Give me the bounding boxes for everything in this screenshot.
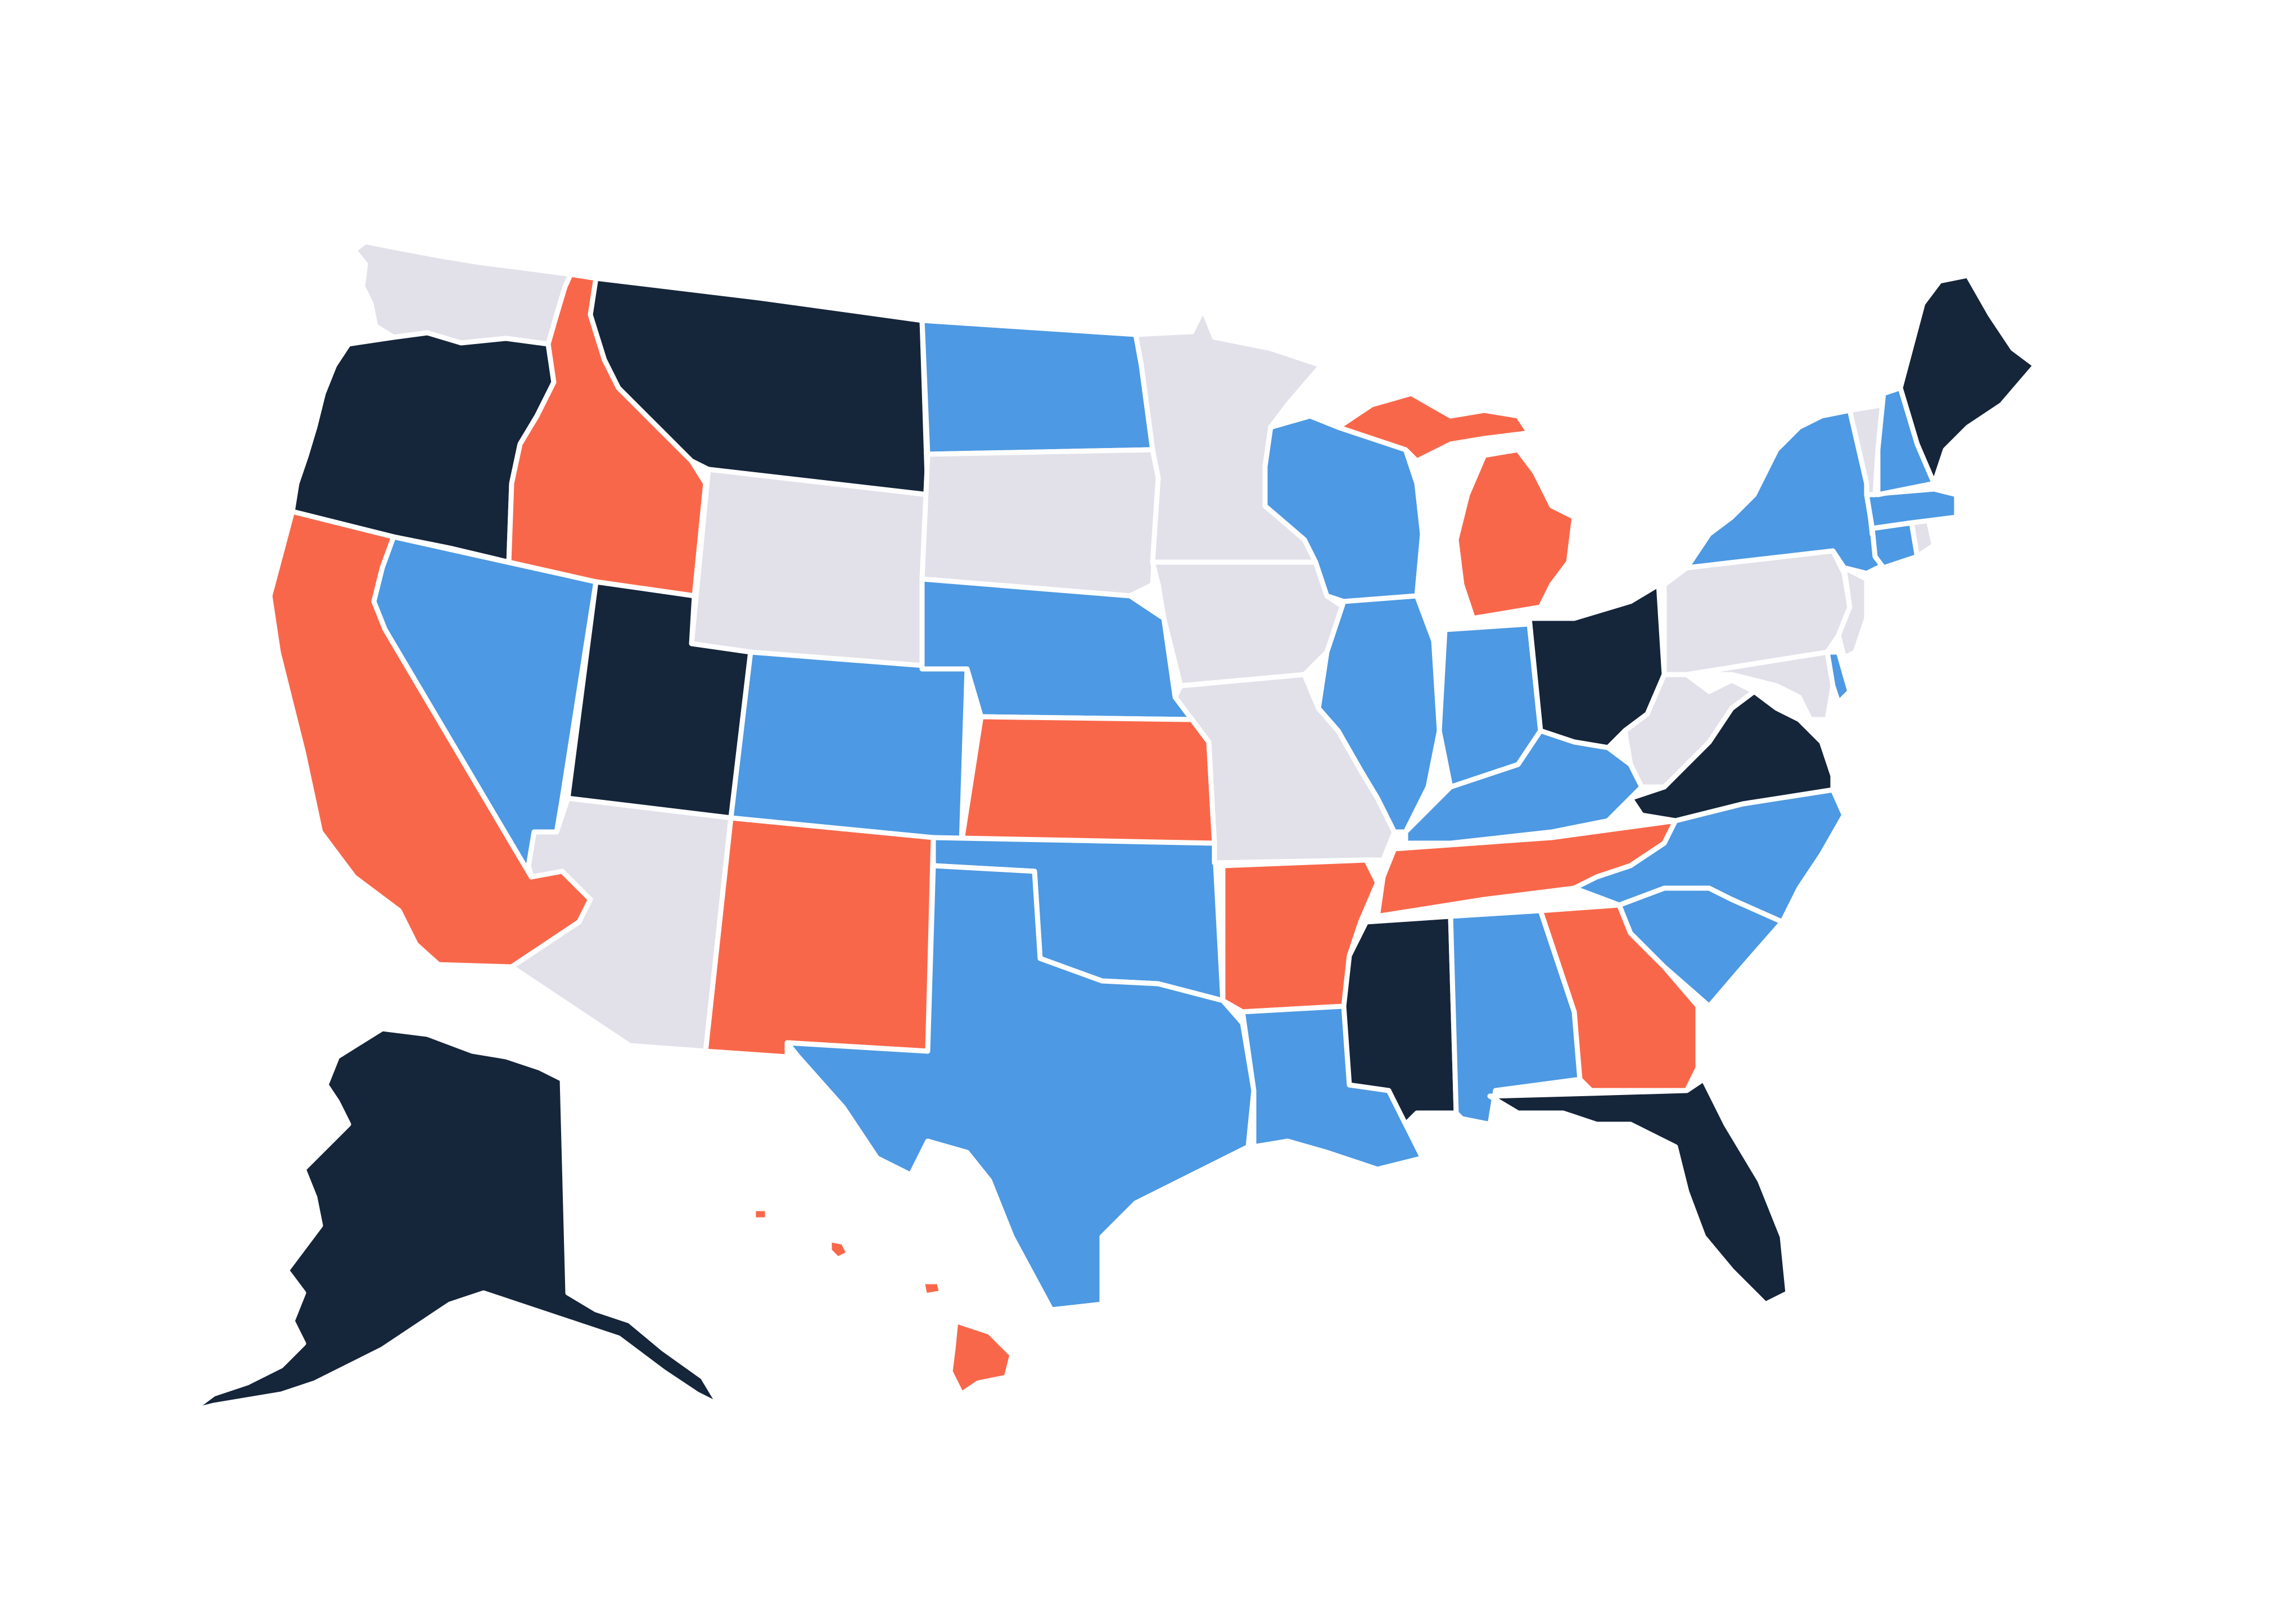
state-rhode-island[interactable] [1909, 517, 1937, 559]
state-new-mexico[interactable] [703, 815, 936, 1060]
state-montana[interactable] [588, 275, 931, 497]
state-florida[interactable] [1487, 1076, 1791, 1307]
state-north-dakota[interactable] [919, 318, 1155, 457]
states-layer [188, 239, 2038, 1414]
state-maine[interactable] [1898, 273, 2038, 486]
state-arizona[interactable] [509, 795, 734, 1054]
state-kansas[interactable] [959, 714, 1217, 846]
state-iowa[interactable] [1150, 559, 1347, 689]
state-north-carolina[interactable] [1571, 787, 1847, 925]
state-washington[interactable] [351, 239, 573, 347]
state-hawaii[interactable] [751, 1206, 1015, 1397]
state-colorado[interactable] [728, 649, 970, 846]
state-michigan-upper[interactable] [1335, 391, 1532, 464]
state-new-jersey[interactable] [1836, 565, 1869, 661]
state-delaware[interactable] [1824, 649, 1853, 705]
state-massachusetts[interactable] [1864, 486, 1959, 531]
state-texas[interactable] [784, 863, 1257, 1313]
state-south-dakota[interactable] [919, 447, 1161, 599]
state-michigan[interactable] [1453, 447, 1577, 621]
state-alaska[interactable] [188, 1026, 722, 1414]
state-illinois[interactable] [1316, 593, 1442, 835]
